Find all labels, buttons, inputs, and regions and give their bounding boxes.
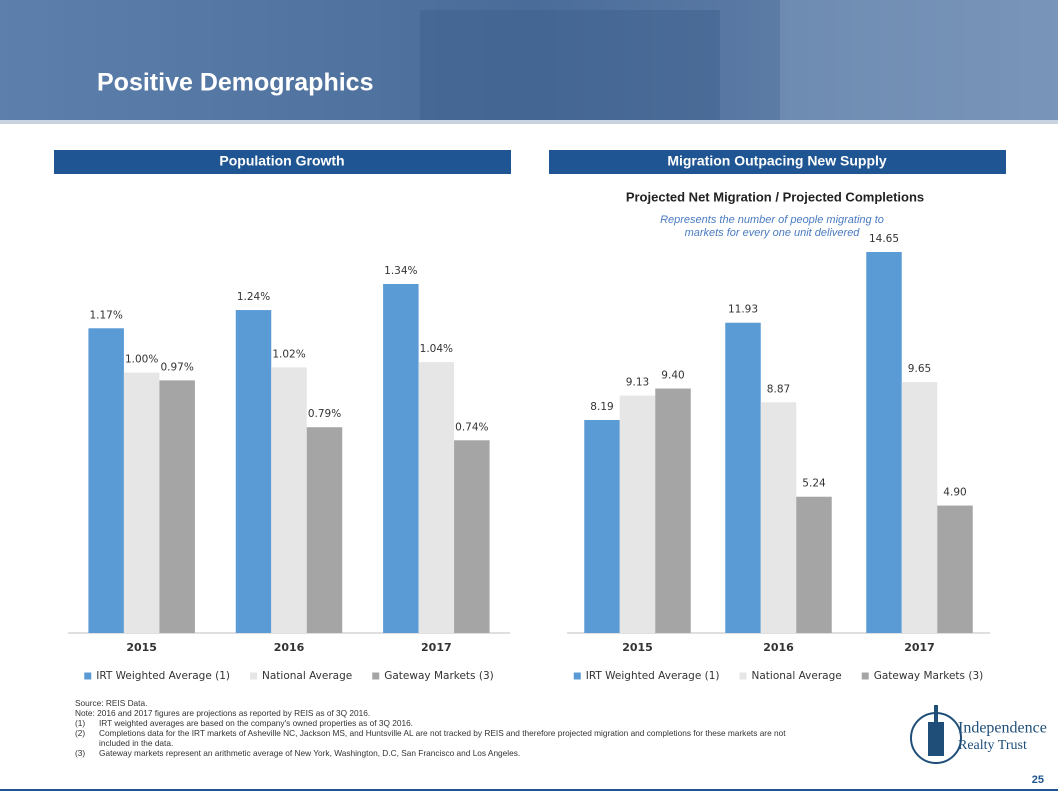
bar [655,388,691,633]
header-photo [420,10,720,120]
data-label: 0.74% [455,421,488,433]
data-label: 0.79% [308,408,341,420]
footnote-text: IRT weighted averages are based on the c… [99,718,413,728]
data-label: 9.65 [908,363,931,375]
bar [454,440,490,633]
bar [159,380,195,633]
chart-title: Projected Net Migration / Projected Comp… [626,189,924,204]
section-header [549,150,1006,174]
data-label: 8.87 [767,383,790,395]
slide-title: Positive Demographics [97,69,373,97]
data-label: 1.04% [420,343,453,355]
chart-subtitle: Represents the number of people migratin… [660,214,884,226]
source-note: Source: REIS Data. [75,698,148,708]
logo-spire [934,705,938,722]
footnote-text: Completions data for the IRT markets of … [99,728,786,748]
legend-swatch [372,672,380,680]
logo-tower [928,722,944,756]
data-label: 1.34% [384,265,417,277]
bar [619,395,656,633]
bar [88,328,124,633]
data-label: 14.65 [869,233,899,245]
data-label: 5.24 [802,478,826,490]
data-label: 0.97% [160,361,193,373]
x-tick-label: 2015 [126,641,157,654]
x-tick-label: 2017 [904,641,935,654]
bar [235,310,272,633]
bar [937,505,973,633]
bar [901,382,938,633]
footnote-marker: (3) [75,748,86,758]
bar [383,284,419,633]
page-number: 25 [1032,774,1044,786]
data-label: 1.24% [237,291,270,303]
x-tick-label: 2015 [622,641,653,654]
note: Note: 2016 and 2017 figures are projecti… [75,708,371,718]
bar [584,420,620,633]
legend-label: National Average [752,670,842,682]
legend-label: IRT Weighted Average (1) [96,670,230,682]
section-header-text: Population Growth [219,153,344,169]
data-label: 4.90 [943,487,966,499]
data-label: 1.02% [272,348,305,360]
x-tick-label: 2016 [274,641,305,654]
bar [725,322,761,633]
legend-label: Gateway Markets (3) [874,670,984,682]
data-label: 9.13 [626,377,649,389]
data-label: 11.93 [728,304,758,316]
data-label: 1.17% [89,309,122,321]
legend-swatch [861,672,869,680]
legend-label: IRT Weighted Average (1) [586,670,720,682]
bar [306,427,343,633]
logo-text: Independence [958,720,1047,737]
legend-label: Gateway Markets (3) [384,670,494,682]
bar [866,252,902,633]
legend-swatch [84,672,92,680]
header-photo [780,0,1058,120]
legend-swatch [739,672,747,680]
footnote-text: Gateway markets represent an arithmetic … [99,748,521,758]
data-label: 8.19 [590,401,613,413]
footnote-marker: (2) [75,728,86,738]
legend-label: National Average [262,670,352,682]
section-header [54,150,511,174]
bar [760,402,797,633]
bar [418,362,455,633]
logo: Independence Realty Trust [910,705,1047,764]
header-rule [0,120,1058,124]
bar [271,367,307,633]
bar [123,372,160,633]
bar [796,496,832,633]
legend-swatch [573,672,581,680]
chart-subtitle: markets for every one unit delivered [685,227,861,239]
logo-text: Realty Trust [958,738,1027,753]
x-tick-label: 2016 [763,641,794,654]
footnote: (3) Gateway markets represent an arithmet… [75,748,810,758]
data-label: 1.00% [125,354,158,366]
data-label: 9.40 [661,370,684,382]
x-tick-label: 2017 [421,641,452,654]
footnote: (2) Completions data for the IRT markets … [75,728,810,748]
footnote-marker: (1) [75,718,86,728]
footnote: (1) IRT weighted averages are based on th… [75,718,810,728]
legend-swatch [250,672,258,680]
section-header-text: Migration Outpacing New Supply [667,153,887,169]
